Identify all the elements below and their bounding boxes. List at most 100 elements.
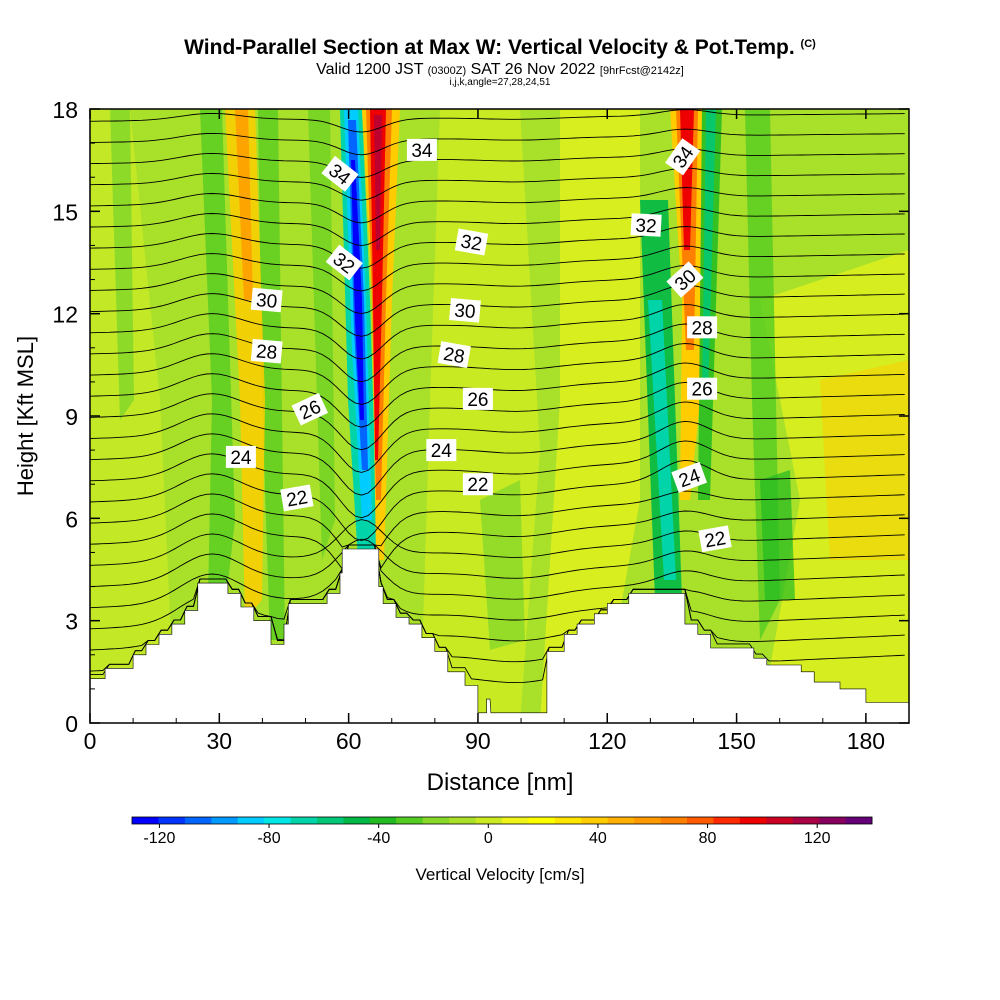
theta-label: 22 (462, 473, 493, 496)
theta-label-text: 28 (692, 318, 713, 339)
theta-label-text: 22 (285, 487, 309, 511)
x-tick-label: 120 (588, 728, 626, 754)
theta-label-box (280, 484, 314, 512)
theta-contour (90, 544, 905, 609)
colorbar-swatch (475, 817, 503, 824)
theta-label-text: 32 (635, 215, 657, 237)
field-band (820, 360, 909, 560)
colorbar-tick-label: -120 (143, 830, 175, 847)
colorbar-tick-label: 40 (589, 830, 607, 847)
theta-label-box (250, 338, 283, 364)
colorbar-tick-label: -40 (367, 830, 390, 847)
x-tick-label: 0 (84, 728, 97, 754)
theta-label-text: 34 (411, 141, 433, 162)
theta-label-text: 22 (703, 528, 727, 552)
theta-label: 22 (698, 525, 732, 553)
colorbar-swatch (369, 817, 397, 824)
theta-label-box (426, 439, 457, 462)
colorbar-swatch (396, 817, 424, 824)
theta-label-text: 22 (467, 475, 488, 496)
colorbar-swatch (660, 817, 688, 824)
theta-contour (90, 167, 905, 201)
colorbar-swatch (766, 817, 794, 824)
theta-label: 26 (462, 387, 493, 411)
y-tick-label: 0 (65, 711, 78, 737)
theta-label-text: 30 (255, 290, 278, 313)
theta-contour (90, 148, 905, 178)
field-band (308, 109, 335, 560)
theta-contour (90, 362, 905, 428)
theta-contour (90, 538, 905, 587)
field-band (648, 300, 676, 580)
theta-contour (90, 420, 905, 496)
chart-title-text: Wind-Parallel Section at Max W: Vertical… (184, 36, 795, 59)
colorbar-swatch (237, 817, 265, 824)
theta-contour-lines (90, 109, 905, 684)
theta-label: 34 (406, 138, 437, 162)
x-tick-label: 150 (717, 728, 755, 754)
field-band (90, 109, 175, 723)
field-band (760, 470, 795, 600)
theta-label: 22 (280, 484, 314, 512)
theta-label: 30 (449, 298, 481, 323)
theta-label-box (630, 213, 662, 237)
theta-label-text: 24 (431, 441, 453, 462)
y-tick-label: 18 (52, 97, 78, 123)
theta-contour (90, 206, 905, 247)
field-band (110, 109, 134, 420)
theta-label-box (687, 316, 718, 339)
colorbar-swatch (528, 817, 556, 824)
theta-label-box (449, 298, 481, 323)
theta-label-box (698, 525, 732, 553)
theta-label-box (291, 392, 329, 426)
theta-label: 32 (630, 213, 662, 238)
valid-date: SAT 26 Nov 2022 (470, 61, 596, 78)
field-band (235, 109, 253, 300)
y-tick-label: 6 (65, 506, 78, 532)
colorbar-swatch (819, 817, 846, 824)
colorbar-swatch (554, 817, 582, 824)
colorbar-swatch (845, 817, 873, 824)
theta-label: 28 (250, 338, 283, 364)
ijk-angle-line: i,j,k,angle=27,28,24,51 (449, 77, 551, 88)
theta-contour (90, 459, 905, 541)
theta-label: 24 (426, 439, 457, 462)
valid-time: Valid 1200 JST (316, 61, 424, 78)
theta-label-text: 28 (255, 341, 278, 364)
colorbar-swatch (158, 817, 186, 824)
terrain (89, 548, 910, 724)
y-axis: 0 3 6 9 12 15 18 (52, 97, 909, 737)
chart-title: Wind-Parallel Section at Max W: Vertical… (0, 36, 1000, 60)
theta-label-text: 24 (230, 448, 252, 469)
colorbar-frame (131, 816, 873, 825)
theta-label-box (687, 377, 718, 400)
colorbar-swatch (264, 817, 291, 824)
colorbar-tick-label: 120 (804, 830, 831, 847)
field-band (258, 109, 285, 640)
theta-label-box (454, 228, 489, 256)
colorbar-swatch (132, 817, 159, 824)
theta-contour (90, 304, 905, 360)
x-axis: 0 30 60 90 120 150 180 (84, 109, 910, 754)
colorbar-swatch (792, 817, 820, 824)
theta-contour (90, 245, 905, 292)
theta-label-text: 30 (453, 300, 476, 323)
theta-contour (90, 510, 905, 570)
field-band (480, 480, 525, 650)
y-tick-label: 9 (65, 404, 78, 430)
theta-contour (90, 440, 905, 519)
theta-label: 30 (250, 287, 283, 313)
y-axis-label: Height [Kft MSL] (13, 336, 38, 496)
theta-label-text: 28 (442, 344, 466, 368)
theta-label-text: 32 (459, 231, 483, 255)
copyright-mark: (C) (800, 38, 816, 50)
theta-label-box (666, 261, 704, 298)
chart-subtitle: Valid 1200 JST (0300Z) SAT 26 Nov 2022 [… (0, 61, 1000, 79)
y-tick-label: 12 (52, 302, 78, 328)
x-axis-label: Distance [nm] (427, 769, 574, 796)
colorbar-swatch (343, 817, 371, 824)
theta-label-box (671, 461, 708, 493)
theta-contour (90, 265, 905, 315)
